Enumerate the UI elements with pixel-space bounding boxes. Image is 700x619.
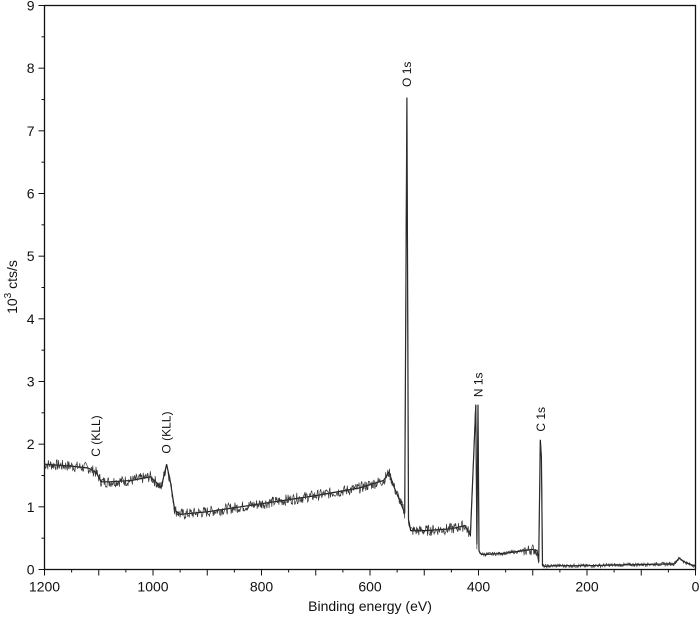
- y-tick-label: 8: [27, 60, 35, 76]
- x-tick-label: 1200: [29, 579, 60, 595]
- y-axis-title-exp: 3: [3, 292, 14, 298]
- x-axis-title: Binding energy (eV): [308, 598, 432, 614]
- peak-label-n-1s: N 1s: [472, 372, 486, 397]
- y-tick-label: 0: [27, 562, 35, 578]
- x-tick-label: 200: [575, 579, 599, 595]
- y-axis-title: 103 cts/s: [3, 260, 20, 314]
- y-tick-label: 2: [27, 436, 35, 452]
- x-tick-label: 0: [692, 579, 700, 595]
- y-tick-label: 4: [27, 311, 35, 327]
- y-tick-label: 7: [27, 123, 35, 139]
- x-tick-label: 600: [358, 579, 382, 595]
- peak-label-c-1s: C 1s: [534, 407, 548, 432]
- spectrum-line: [44, 97, 696, 568]
- peak-labels: C (KLL) O (KLL) O 1s N 1s C 1s: [89, 62, 548, 457]
- peak-label-o-1s: O 1s: [400, 62, 414, 87]
- y-axis: 0 1 2 3 4 5 6 7 8 9: [27, 0, 45, 578]
- x-tick-label: 800: [250, 579, 274, 595]
- x-tick-label: 400: [467, 579, 491, 595]
- y-axis-title-base: 10: [4, 298, 20, 314]
- y-axis-title-unit: cts/s: [4, 260, 20, 293]
- y-tick-label: 3: [27, 374, 35, 390]
- x-axis: 1200 1000 800 600 400 200 0: [29, 569, 700, 595]
- y-tick-label: 5: [27, 248, 35, 264]
- y-tick-label: 6: [27, 186, 35, 202]
- peak-label-c-kll: C (KLL): [89, 415, 103, 456]
- x-tick-label: 1000: [137, 579, 168, 595]
- y-tick-label: 1: [27, 499, 35, 515]
- spectrum-noise: [44, 97, 696, 570]
- peak-label-o-kll: O (KLL): [160, 412, 174, 454]
- y-tick-label: 9: [27, 0, 35, 14]
